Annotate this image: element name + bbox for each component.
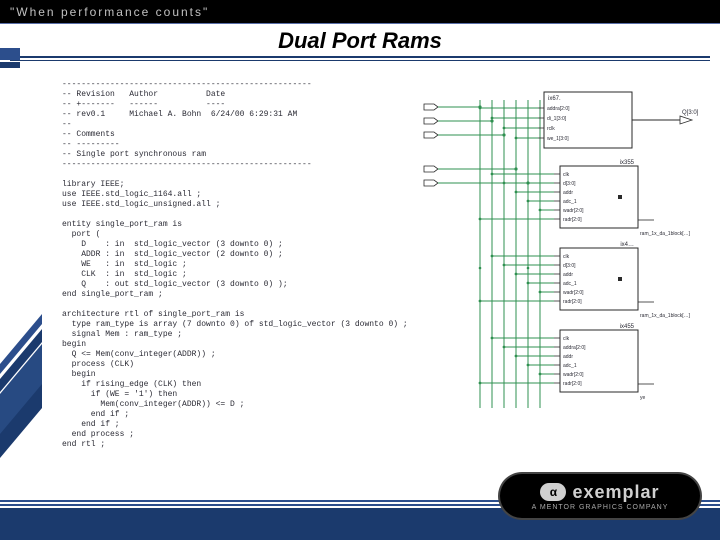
svg-text:addra[2:0]: addra[2:0] bbox=[563, 345, 586, 351]
svg-text:addr: addr bbox=[563, 272, 573, 278]
svg-text:adc_1: adc_1 bbox=[563, 199, 577, 205]
svg-text:ix355: ix355 bbox=[620, 160, 635, 166]
svg-text:d[3:0]: d[3:0] bbox=[563, 181, 576, 187]
svg-text:radr[2:0]: radr[2:0] bbox=[563, 299, 582, 305]
svg-text:di_1[3:0]: di_1[3:0] bbox=[547, 116, 567, 122]
logo-pill: α exemplar A MENTOR GRAPHICS COMPANY bbox=[500, 474, 700, 518]
svg-text:rclk: rclk bbox=[547, 126, 555, 132]
svg-text:adc_1: adc_1 bbox=[563, 281, 577, 287]
left-stripe bbox=[0, 24, 42, 540]
svg-text:we_1[3:0]: we_1[3:0] bbox=[547, 136, 569, 142]
svg-text:wadr[2:0]: wadr[2:0] bbox=[563, 372, 584, 378]
top-banner: "When performance counts" bbox=[0, 0, 720, 24]
svg-text:radr[2:0]: radr[2:0] bbox=[563, 381, 582, 387]
svg-text:adc_1: adc_1 bbox=[563, 363, 577, 369]
svg-text:addr: addr bbox=[563, 354, 573, 360]
svg-text:addr: addr bbox=[563, 190, 573, 196]
svg-text:ix67.: ix67. bbox=[548, 96, 561, 102]
svg-text:ram_1x_da_1block[…]: ram_1x_da_1block[…] bbox=[640, 313, 691, 319]
svg-text:clk: clk bbox=[563, 254, 570, 260]
banner-tagline: "When performance counts" bbox=[10, 5, 209, 19]
svg-text:clk: clk bbox=[563, 172, 570, 178]
schematic-panel: ix67. addra[2:0] di_1[3:0]rclk we_1[3:0] Q[3… bbox=[420, 88, 710, 428]
title-underline bbox=[10, 56, 710, 64]
svg-text:radr[2:0]: radr[2:0] bbox=[563, 217, 582, 223]
svg-text:clk: clk bbox=[563, 336, 570, 342]
slide: Dual Port Rams -------------------------… bbox=[0, 24, 720, 540]
svg-text:ye: ye bbox=[640, 395, 646, 401]
logo-word: exemplar bbox=[572, 482, 659, 503]
logo-tagline: A MENTOR GRAPHICS COMPANY bbox=[532, 504, 669, 511]
svg-text:addra[2:0]: addra[2:0] bbox=[547, 106, 570, 112]
svg-text:ram_1x_da_1block[…]: ram_1x_da_1block[…] bbox=[640, 231, 691, 237]
svg-text:d[3:0]: d[3:0] bbox=[563, 263, 576, 269]
logo-symbol: α bbox=[540, 483, 566, 501]
svg-text:Q[3:0]: Q[3:0] bbox=[682, 110, 699, 116]
slide-title: Dual Port Rams bbox=[0, 24, 720, 56]
svg-text:wadr[2:0]: wadr[2:0] bbox=[563, 208, 584, 214]
svg-text:ix455: ix455 bbox=[620, 324, 635, 330]
svg-text:wadr[2:0]: wadr[2:0] bbox=[563, 290, 584, 296]
vhdl-code-panel: ----------------------------------------… bbox=[62, 80, 410, 460]
svg-text:ix4…: ix4… bbox=[620, 242, 634, 248]
